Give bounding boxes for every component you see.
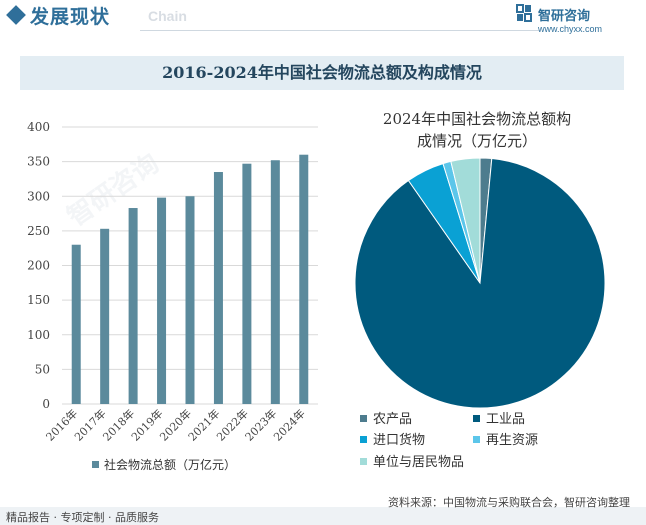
legend-label: 农产品: [373, 412, 412, 427]
legend-swatch: [473, 436, 480, 443]
bar: [270, 160, 280, 404]
brand-url: www.chyxx.com: [538, 24, 603, 34]
pie-title-line: 成情况（万亿元）: [417, 132, 537, 150]
bar: [242, 163, 252, 404]
legend-swatch: [360, 436, 367, 443]
bar: [128, 208, 138, 404]
bar: [299, 154, 309, 404]
y-tick-label: 150: [27, 293, 50, 307]
legend-label: 社会物流总额（万亿元）: [104, 457, 236, 472]
y-tick-label: 50: [35, 362, 50, 376]
brand-logo: 智研咨询 www.chyxx.com: [516, 4, 636, 38]
legend-swatch: [92, 461, 99, 468]
legend-label: 工业品: [486, 412, 525, 427]
y-tick-label: 0: [42, 397, 50, 411]
brand-logo-icon: [516, 4, 532, 22]
bar: [100, 228, 110, 404]
y-tick-label: 200: [27, 259, 50, 273]
title-band: 2016-2024年中国社会物流总额及构成情况: [20, 56, 624, 90]
legend-label: 再生资源: [486, 433, 538, 448]
diamond-icon: [6, 5, 26, 25]
top-bar: 发展现状 Chain: [0, 0, 646, 34]
legend-swatch: [473, 415, 480, 422]
legend-swatch: [360, 415, 367, 422]
pie-title-line: 2024年中国社会物流总额构: [383, 110, 571, 128]
footer-bar: 精品报告 · 专项定制 · 品质服务: [0, 507, 646, 525]
pie-slice: [354, 158, 606, 409]
y-tick-label: 400: [27, 120, 50, 134]
legend-swatch: [360, 458, 367, 465]
y-tick-label: 250: [27, 224, 50, 238]
footer-services: 精品报告 · 专项定制 · 品质服务: [6, 511, 159, 524]
source-note: 资料来源：中国物流与采购联合会，智研咨询整理: [388, 496, 630, 509]
section-subtitle: Chain: [148, 8, 187, 24]
legend-label: 单位与居民物品: [373, 455, 464, 470]
brand-name: 智研咨询: [538, 9, 591, 24]
header-rule: [140, 30, 540, 31]
y-tick-label: 100: [27, 328, 50, 342]
bar: [213, 172, 223, 404]
x-tick-label: 2024年: [270, 406, 307, 443]
legend-label: 进口货物: [373, 432, 425, 448]
chart-title: 2016-2024年中国社会物流总额及构成情况: [162, 63, 482, 82]
bar: [157, 197, 167, 404]
bar: [185, 196, 195, 404]
section-title: 发展现状: [30, 6, 111, 28]
pie-slice: [450, 157, 481, 284]
y-tick-label: 300: [27, 189, 50, 203]
bar: [71, 244, 81, 404]
y-tick-label: 350: [27, 155, 50, 169]
bar-chart: 0501001502002503003504002016年2017年2018年2…: [27, 120, 318, 472]
